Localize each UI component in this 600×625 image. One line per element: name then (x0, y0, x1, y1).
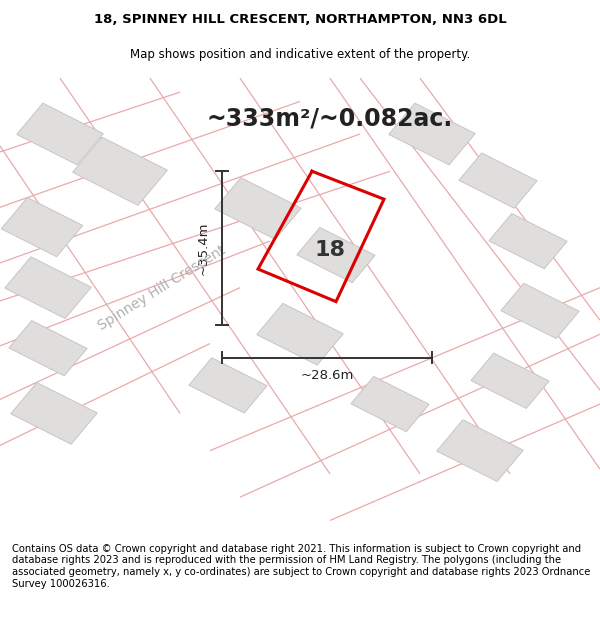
Polygon shape (73, 138, 167, 205)
Text: 18: 18 (314, 241, 346, 261)
Text: Map shows position and indicative extent of the property.: Map shows position and indicative extent… (130, 48, 470, 61)
Text: Contains OS data © Crown copyright and database right 2021. This information is : Contains OS data © Crown copyright and d… (12, 544, 590, 589)
Polygon shape (17, 103, 103, 165)
Polygon shape (9, 321, 87, 376)
Polygon shape (351, 376, 429, 432)
Text: ~333m²/~0.082ac.: ~333m²/~0.082ac. (207, 106, 453, 130)
Text: 18, SPINNEY HILL CRESCENT, NORTHAMPTON, NN3 6DL: 18, SPINNEY HILL CRESCENT, NORTHAMPTON, … (94, 13, 506, 26)
Text: Spinney Hill Crescent: Spinney Hill Crescent (95, 242, 229, 332)
Polygon shape (489, 214, 567, 269)
Polygon shape (257, 303, 343, 365)
Polygon shape (437, 420, 523, 481)
Polygon shape (5, 257, 91, 319)
Polygon shape (501, 283, 579, 339)
Polygon shape (11, 382, 97, 444)
Polygon shape (471, 353, 549, 408)
Polygon shape (215, 177, 301, 239)
Polygon shape (389, 103, 475, 165)
Text: ~28.6m: ~28.6m (301, 369, 353, 382)
Polygon shape (459, 153, 537, 208)
Polygon shape (297, 228, 375, 282)
Text: ~35.4m: ~35.4m (197, 221, 210, 275)
Polygon shape (189, 358, 267, 413)
Polygon shape (1, 198, 83, 257)
